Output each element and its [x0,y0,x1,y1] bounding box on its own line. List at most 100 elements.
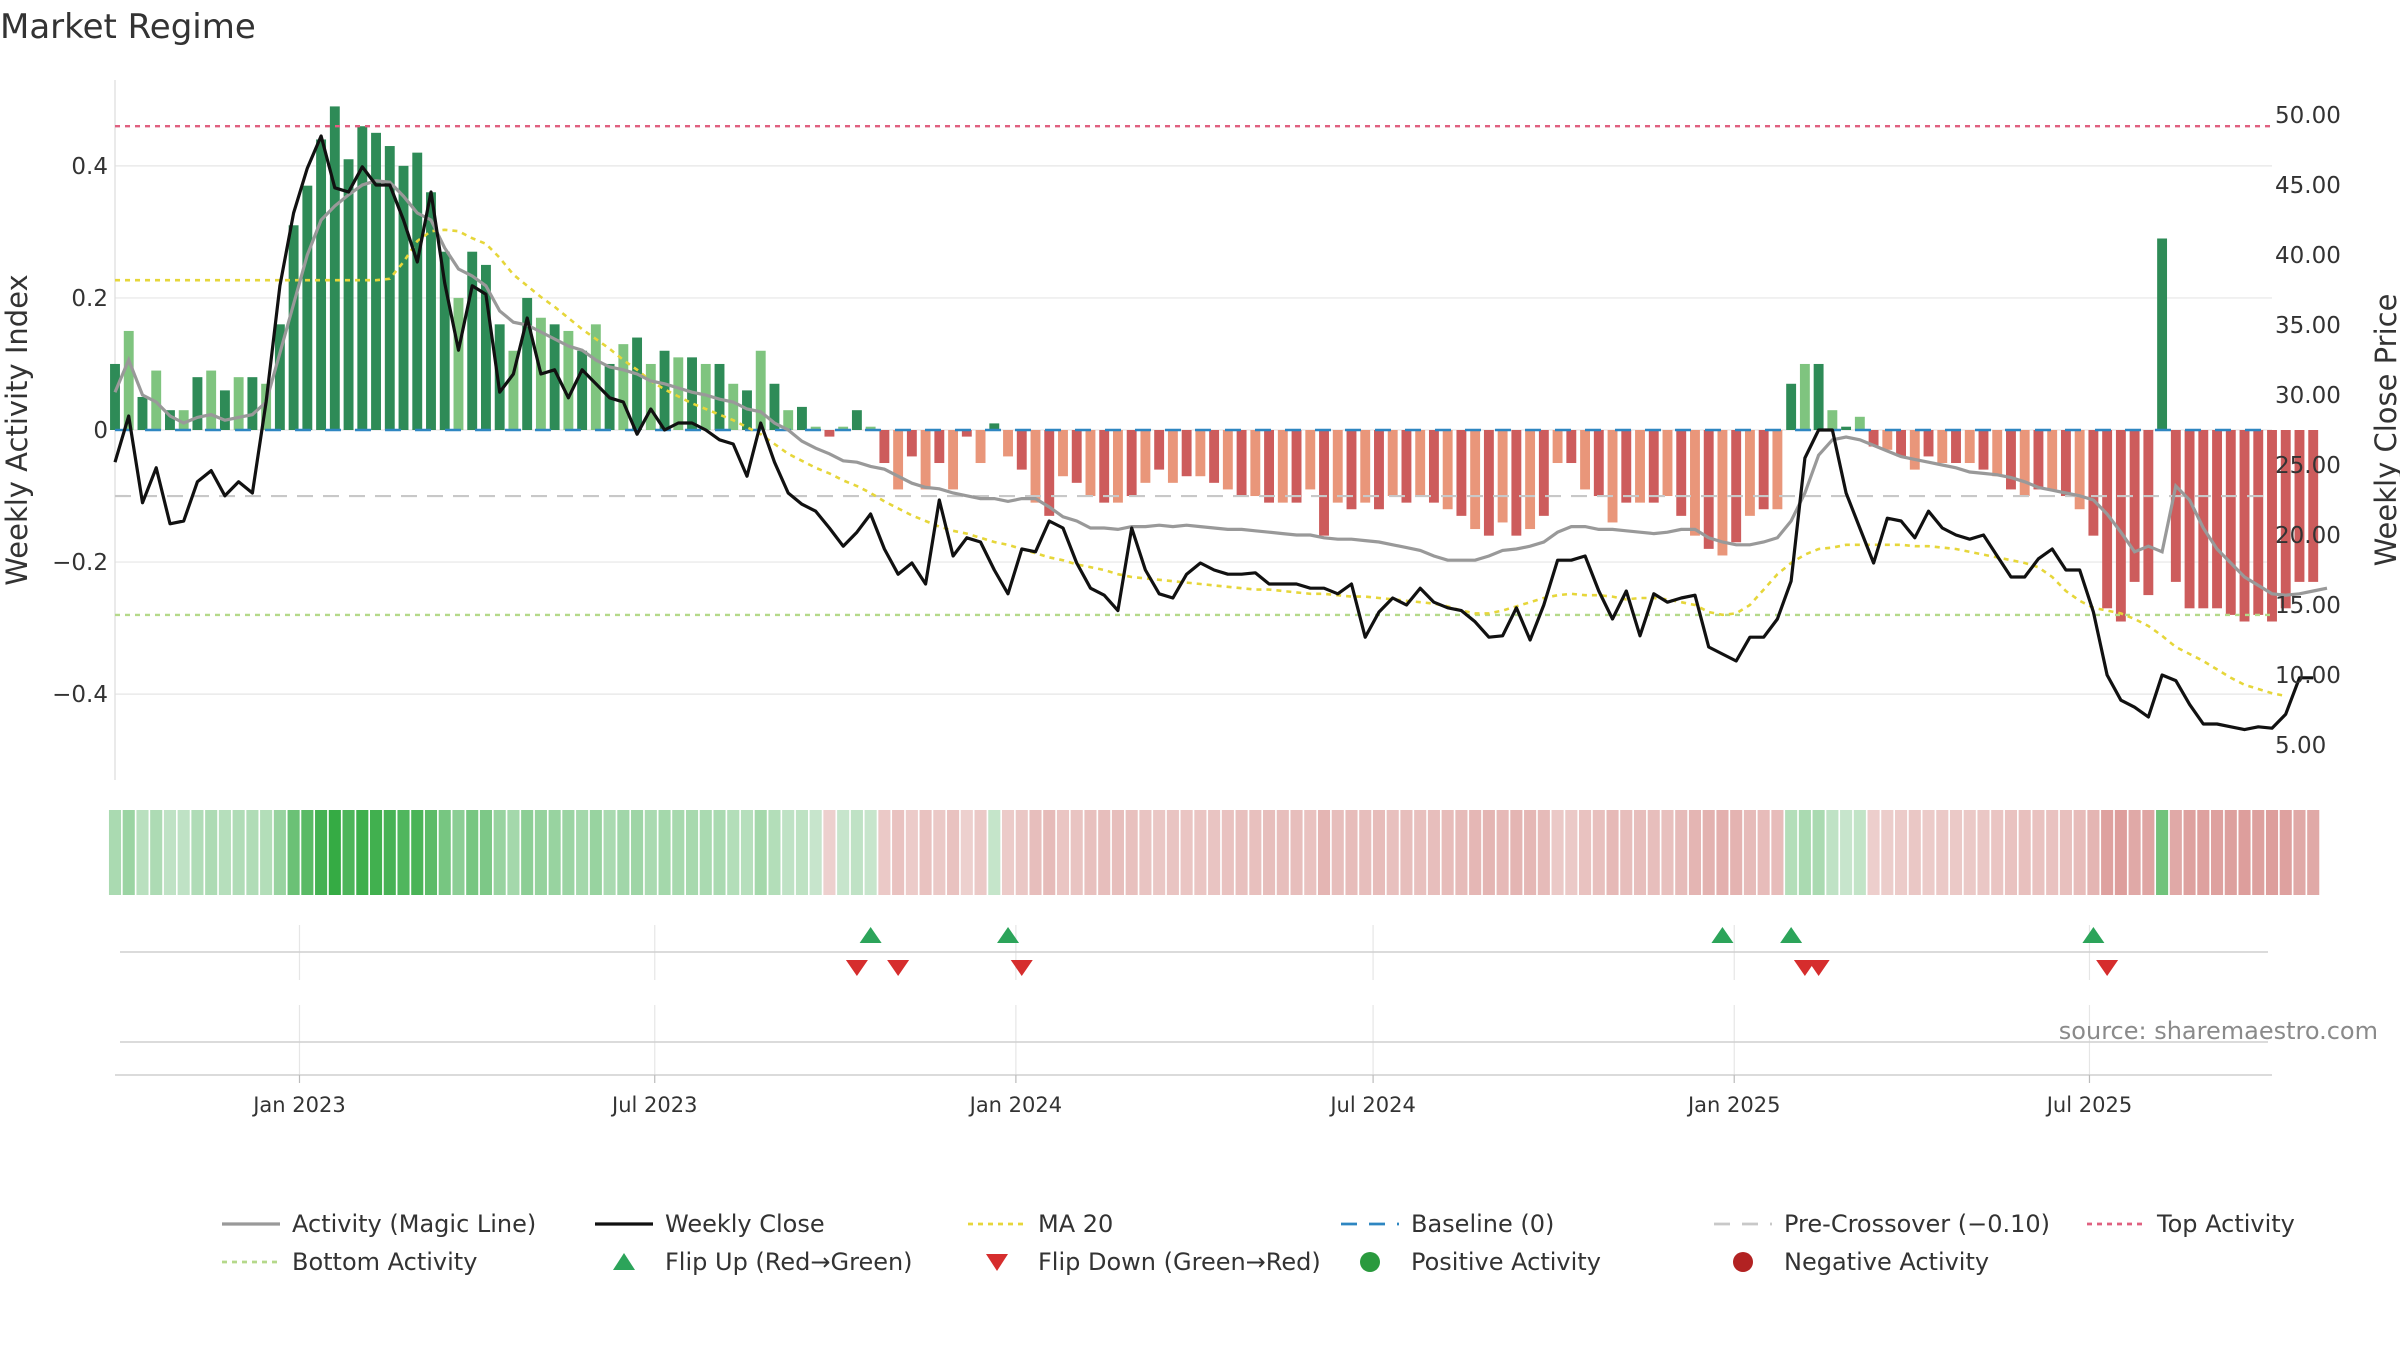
activity-bar [700,363,711,430]
activity-bar [1222,430,1233,490]
regime-cell [424,810,438,895]
regime-cell [672,810,685,895]
legend-label: Baseline (0) [1411,1210,1554,1238]
activity-bar [1676,430,1687,516]
regime-cell [1510,810,1523,895]
flip-down-marker [1807,960,1830,976]
regime-cell [644,810,657,895]
regime-cell [1661,810,1674,895]
flip-down-marker [845,960,868,976]
regime-cell [658,810,671,895]
activity-bar [2047,430,2058,490]
regime-cell [1153,810,1166,895]
activity-bar [274,324,285,430]
activity-bar [2102,430,2113,609]
y-right-tick-label: 5.00 [2275,733,2326,759]
regime-cell [1675,810,1688,895]
activity-bar [2033,430,2044,490]
chart-title: Market Regime [0,7,256,47]
regime-cell [631,810,644,895]
regime-cell [1867,810,1880,895]
regime-cell [850,810,863,895]
regime-cell [768,810,781,895]
activity-bar [2225,430,2236,615]
activity-bar [2129,430,2140,582]
regime-cell [1716,810,1729,895]
regime-cell [1949,810,1963,895]
regime-cell [2114,810,2127,895]
activity-bar [384,146,395,431]
activity-bar [1882,430,1893,450]
regime-heat-strip [108,810,2320,895]
activity-bar [1868,430,1879,447]
regime-cell [1386,810,1399,895]
regime-cell [1111,810,1124,895]
activity-bar [123,330,134,430]
activity-bar [673,357,684,430]
activity-bar [302,185,313,430]
regime-cell [1304,810,1317,895]
regime-cell [191,810,204,895]
legend-label: Top Activity [2156,1210,2295,1238]
activity-bar [1305,430,1316,490]
regime-cell [1194,810,1207,895]
activity-bar [2115,430,2126,622]
regime-cell [2128,810,2141,895]
y-right-tick-label: 20.00 [2275,523,2341,549]
y-right-tick-label: 25.00 [2275,453,2341,479]
regime-cell [2156,810,2169,895]
regime-cell [974,810,987,895]
regime-cell [273,810,286,895]
activity-bar [1456,430,1467,516]
regime-cell [328,810,341,895]
legend-label: Bottom Activity [292,1248,477,1276]
activity-bar [1937,430,1948,464]
regime-cell [1592,810,1605,895]
activity-bar [920,430,931,490]
regime-cell [713,810,726,895]
regime-cell [383,810,396,895]
flip-up-marker [1711,927,1734,943]
regime-cell [685,810,699,895]
activity-bar [961,430,972,437]
activity-bar [1319,430,1329,536]
regime-cell [1070,810,1083,895]
activity-bar [494,324,505,430]
regime-cell [809,810,822,895]
reference-lines [115,125,2272,617]
activity-bar [2239,430,2250,622]
regime-cell [795,810,808,895]
activity-bar [2170,430,2181,582]
y-left-tick-label: −0.4 [52,682,108,708]
regime-cell [1400,810,1413,895]
activity-bar [453,297,464,430]
series-lines [113,134,2328,732]
activity-bar [1566,430,1577,464]
regime-cell [2265,810,2279,895]
activity-bar [247,377,258,430]
activity-bar [2308,430,2319,582]
activity-bar [2060,430,2071,497]
activity-bar [1827,410,1838,430]
regime-cell [2142,810,2155,895]
regime-cell [301,810,314,895]
activity-bar [2198,430,2209,609]
activity-bar [1085,430,1096,497]
regime-cell [1263,810,1276,895]
activity-bar [1525,430,1536,530]
activity-bar [2280,430,2291,609]
regime-cell [1991,810,2004,895]
activity-bar [1470,430,1481,530]
activity-bar [1690,430,1700,536]
activity-bar [851,410,862,430]
regime-cell [2279,810,2292,895]
regime-cell [369,810,383,895]
regime-cell [892,810,905,895]
regime-cell [754,810,767,895]
legend-label: MA 20 [1038,1210,1113,1238]
activity-bar [1909,430,1920,470]
magic-line [113,179,2328,597]
regime-cell [1881,810,1894,895]
legend-swatch [986,1254,1008,1271]
activity-bar [2212,430,2222,609]
